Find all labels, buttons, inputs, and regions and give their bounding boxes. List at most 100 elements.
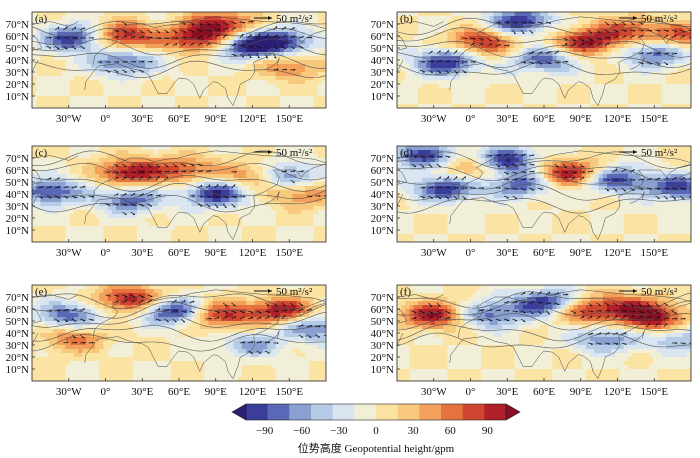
heat-cell	[263, 60, 268, 65]
heat-cell	[200, 40, 205, 45]
heat-cell	[317, 206, 323, 211]
heat-cell	[607, 12, 612, 17]
heat-cell	[233, 72, 239, 77]
heat-cell	[267, 24, 272, 29]
heat-cell	[78, 100, 83, 105]
heat-cell	[577, 88, 583, 93]
heat-cell	[200, 48, 205, 53]
heat-cell	[221, 186, 226, 191]
heat-cell	[57, 198, 62, 203]
heat-cell	[489, 68, 494, 73]
heat-cell	[183, 170, 188, 175]
heat-cell	[309, 60, 314, 65]
heat-cell	[216, 154, 222, 159]
heat-cell	[69, 72, 75, 77]
heat-cell	[204, 162, 209, 167]
heat-cell	[90, 60, 96, 65]
heat-cell	[300, 178, 306, 183]
heat-cell	[628, 72, 633, 77]
heat-cell	[95, 158, 100, 163]
heat-cell	[577, 52, 583, 57]
heat-cell	[229, 154, 234, 159]
heat-cell	[430, 84, 436, 89]
heat-cell	[619, 44, 625, 49]
heat-cell	[195, 56, 201, 61]
heat-cell	[187, 64, 192, 69]
heat-cell	[321, 68, 326, 73]
heat-cell	[670, 64, 675, 69]
heat-cell	[149, 32, 155, 37]
heat-cell	[137, 154, 142, 159]
heat-cell	[544, 32, 549, 37]
heat-cell	[53, 166, 58, 171]
heat-cell	[271, 226, 276, 231]
heat-cell	[158, 190, 163, 195]
heat-cell	[619, 64, 625, 69]
heat-cell	[317, 202, 323, 207]
heat-cell	[569, 100, 574, 105]
heat-cell	[309, 20, 314, 25]
heat-cell	[497, 48, 503, 53]
heat-cell	[455, 68, 461, 73]
heat-cell	[216, 170, 222, 175]
heat-cell	[305, 20, 310, 25]
heat-cell	[162, 64, 167, 69]
heat-cell	[124, 178, 129, 183]
heat-cell	[69, 64, 75, 69]
heat-cell	[137, 24, 142, 29]
heat-cell	[183, 190, 188, 195]
heat-cell	[263, 104, 268, 108]
heat-cell	[565, 16, 570, 21]
heat-cell	[57, 210, 62, 215]
heat-cell	[263, 76, 268, 81]
heat-cell	[166, 56, 171, 61]
heat-cell	[174, 60, 180, 65]
heat-cell	[216, 76, 222, 81]
heat-cell	[149, 154, 155, 159]
heat-cell	[174, 56, 180, 61]
heat-cell	[581, 12, 587, 17]
heat-cell	[195, 218, 201, 223]
heat-cell	[78, 202, 83, 207]
heat-cell	[263, 162, 268, 167]
heat-cell	[598, 76, 604, 81]
heat-cell	[623, 28, 629, 33]
heat-cell	[187, 214, 192, 219]
heat-cell	[569, 52, 574, 57]
heat-cell	[32, 96, 37, 101]
heat-cell	[116, 162, 121, 167]
heat-cell	[225, 36, 230, 41]
heat-cell	[40, 198, 45, 203]
heat-cell	[195, 52, 201, 57]
heat-cell	[233, 214, 239, 219]
heat-cell	[476, 12, 482, 17]
heat-cell	[179, 194, 184, 199]
heat-cell	[586, 64, 591, 69]
x-tick-label: 150°E	[275, 113, 303, 125]
heat-cell	[187, 96, 192, 101]
heat-cell	[221, 214, 226, 219]
heat-cell	[128, 40, 134, 45]
heat-cell	[200, 190, 205, 195]
heat-cell	[678, 72, 683, 77]
heat-cell	[132, 40, 138, 45]
heat-cell	[212, 218, 218, 223]
heat-cell	[632, 12, 637, 17]
heat-cell	[468, 92, 473, 97]
heat-cell	[237, 28, 243, 33]
heat-cell	[640, 40, 646, 45]
heat-cell	[485, 20, 490, 25]
heat-cell	[288, 76, 293, 81]
heat-cell	[191, 170, 197, 175]
heat-cell	[128, 52, 134, 57]
heat-cell	[309, 222, 314, 227]
heat-cell	[686, 76, 691, 81]
heat-cell	[103, 88, 108, 93]
heat-cell	[141, 32, 146, 37]
heat-cell	[573, 100, 578, 105]
heat-cell	[560, 84, 566, 89]
heat-cell	[636, 92, 641, 97]
heat-cell	[665, 68, 671, 73]
heat-cell	[665, 24, 671, 29]
heat-cell	[250, 56, 255, 61]
